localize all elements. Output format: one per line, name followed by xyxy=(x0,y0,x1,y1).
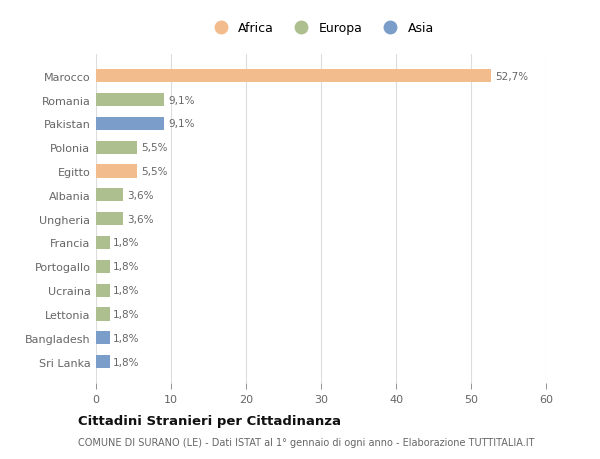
Bar xyxy=(96,355,110,368)
Bar xyxy=(96,70,491,83)
Text: 3,6%: 3,6% xyxy=(127,190,153,201)
Text: 9,1%: 9,1% xyxy=(168,119,194,129)
Bar xyxy=(96,308,110,321)
Bar xyxy=(96,331,110,345)
Bar xyxy=(96,141,137,154)
Text: 9,1%: 9,1% xyxy=(168,95,194,105)
Bar xyxy=(96,94,164,107)
Text: 1,8%: 1,8% xyxy=(113,357,140,367)
Text: 5,5%: 5,5% xyxy=(141,167,167,177)
Text: 1,8%: 1,8% xyxy=(113,285,140,296)
Text: 1,8%: 1,8% xyxy=(113,238,140,248)
Bar xyxy=(96,236,110,250)
Bar xyxy=(96,260,110,273)
Bar xyxy=(96,189,123,202)
Bar xyxy=(96,213,123,226)
Text: COMUNE DI SURANO (LE) - Dati ISTAT al 1° gennaio di ogni anno - Elaborazione TUT: COMUNE DI SURANO (LE) - Dati ISTAT al 1°… xyxy=(78,437,535,447)
Text: 52,7%: 52,7% xyxy=(495,72,528,82)
Legend: Africa, Europa, Asia: Africa, Europa, Asia xyxy=(204,19,438,39)
Text: 1,8%: 1,8% xyxy=(113,333,140,343)
Text: 5,5%: 5,5% xyxy=(141,143,167,153)
Text: 1,8%: 1,8% xyxy=(113,262,140,272)
Bar xyxy=(96,165,137,178)
Bar xyxy=(96,118,164,131)
Text: 1,8%: 1,8% xyxy=(113,309,140,319)
Bar xyxy=(96,284,110,297)
Text: 3,6%: 3,6% xyxy=(127,214,153,224)
Text: Cittadini Stranieri per Cittadinanza: Cittadini Stranieri per Cittadinanza xyxy=(78,414,341,428)
